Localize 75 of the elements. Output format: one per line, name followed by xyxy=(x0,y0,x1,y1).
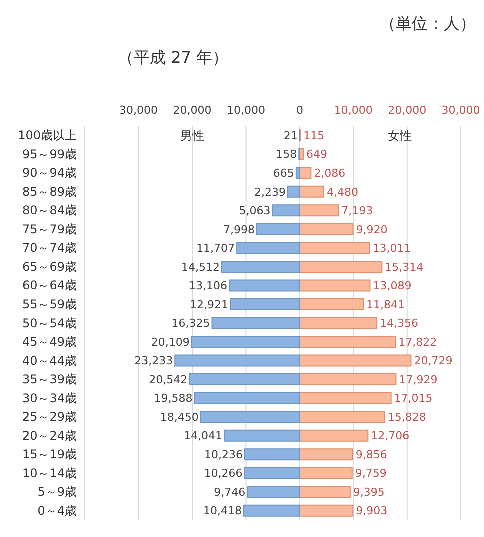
y-tick-label: 100歳以上 xyxy=(18,128,77,143)
data-label: 2,239 xyxy=(254,186,286,199)
data-label: 11,841 xyxy=(366,298,406,312)
data-label: 17,822 xyxy=(398,336,438,349)
y-tick-label: 40～44歳 xyxy=(22,354,77,368)
y-tick-label: 85～89歳 xyxy=(22,184,77,199)
y-tick-label: 20～24歳 xyxy=(22,428,77,443)
data-label: 10,236 xyxy=(204,448,243,462)
y-tick-label: 25～29歳 xyxy=(22,410,77,424)
text: 女性 xyxy=(388,128,412,145)
x-tick-label: 20,000 xyxy=(173,104,212,117)
y-tick-label: 80～84歳 xyxy=(22,204,77,218)
y-tick-label: 15～19歳 xyxy=(22,448,77,462)
data-label: 14,356 xyxy=(380,317,419,330)
y-tick-label: 35～39歳 xyxy=(22,372,77,387)
y-tick-label: 10～14歳 xyxy=(22,466,77,480)
data-label: 21 xyxy=(284,129,298,142)
data-label: 13,106 xyxy=(189,280,228,293)
data-label: 14,512 xyxy=(182,260,220,274)
data-label: 649 xyxy=(306,148,328,162)
data-label: 7,193 xyxy=(342,204,374,218)
x-tick-label: 30,000 xyxy=(442,104,480,117)
y-tick-label: 50～54歳 xyxy=(22,316,77,330)
data-label: 13,011 xyxy=(372,242,412,256)
x-tick-label: 10,000 xyxy=(227,104,266,117)
data-label: 9,395 xyxy=(353,486,385,499)
text: （単位：人） xyxy=(380,14,476,35)
data-label: 5,063 xyxy=(239,204,271,218)
y-tick-label: 70～74歳 xyxy=(22,241,77,256)
data-label: 20,542 xyxy=(149,373,188,386)
data-label: 20,109 xyxy=(151,336,190,349)
data-label: 10,266 xyxy=(204,467,243,480)
bar xyxy=(300,148,304,160)
x-tick-label: 10,000 xyxy=(334,104,373,117)
data-label: 17,015 xyxy=(394,392,433,406)
data-label: 2,086 xyxy=(314,167,346,180)
text: 男性 xyxy=(180,128,204,145)
y-tick-label: 60～64歳 xyxy=(22,278,77,293)
data-label: 9,920 xyxy=(356,223,388,236)
y-tick-label: 5～9歳 xyxy=(38,485,77,500)
y-tick-label: 95～99歳 xyxy=(22,147,77,162)
data-label: 665 xyxy=(273,167,294,180)
data-label: 23,233 xyxy=(134,354,174,368)
data-label: 19,588 xyxy=(154,392,193,406)
data-label: 9,759 xyxy=(355,467,387,480)
data-label: 18,450 xyxy=(160,410,199,424)
data-label: 7,998 xyxy=(224,223,256,236)
data-label: 15,314 xyxy=(385,260,424,274)
y-tick-label: 0～4歳 xyxy=(38,504,77,518)
x-tick-label: 30,000 xyxy=(120,104,158,117)
y-tick-label: 55～59歳 xyxy=(22,298,77,312)
y-tick-label: 90～94歳 xyxy=(22,166,77,180)
data-label: 9,856 xyxy=(356,448,388,462)
data-label: 14,041 xyxy=(184,430,223,443)
chart-title: （平成 27 年） xyxy=(118,48,229,69)
data-label: 9,746 xyxy=(214,486,246,499)
x-tick-label: 20,000 xyxy=(388,104,427,117)
data-label: 9,903 xyxy=(356,504,388,518)
data-label: 15,828 xyxy=(388,410,426,424)
data-label: 13,089 xyxy=(373,280,412,293)
data-label: 11,707 xyxy=(196,242,236,256)
data-label: 12,706 xyxy=(371,430,410,443)
data-label: 16,325 xyxy=(172,317,210,330)
data-label: 10,418 xyxy=(204,504,242,518)
data-label: 158 xyxy=(276,148,298,162)
data-label: 17,929 xyxy=(399,373,438,386)
y-tick-label: 75～79歳 xyxy=(22,222,77,236)
y-tick-label: 30～34歳 xyxy=(22,391,77,406)
data-label: 12,921 xyxy=(190,298,229,312)
y-tick-label: 45～49歳 xyxy=(22,335,77,350)
x-tick-label: 0 xyxy=(296,104,304,117)
y-tick-label: 65～69歳 xyxy=(22,260,77,274)
data-label: 20,729 xyxy=(414,354,453,368)
data-label: 4,480 xyxy=(327,186,359,199)
data-label: 115 xyxy=(304,129,325,142)
